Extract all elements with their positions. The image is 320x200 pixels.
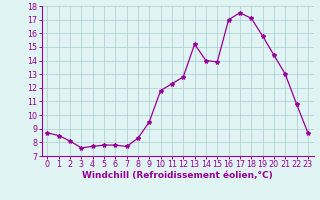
X-axis label: Windchill (Refroidissement éolien,°C): Windchill (Refroidissement éolien,°C): [82, 171, 273, 180]
